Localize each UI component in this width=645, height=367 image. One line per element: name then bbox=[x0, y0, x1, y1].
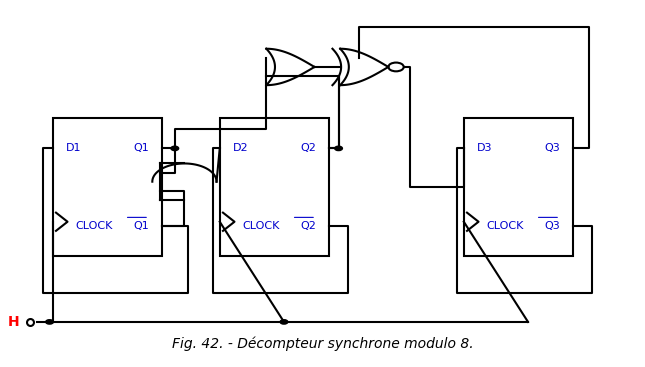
Text: Q2: Q2 bbox=[300, 143, 316, 153]
Circle shape bbox=[46, 320, 54, 324]
Text: Q3: Q3 bbox=[544, 143, 560, 153]
Text: Fig. 42. - Décompteur synchrone modulo 8.: Fig. 42. - Décompteur synchrone modulo 8… bbox=[172, 337, 473, 351]
Circle shape bbox=[280, 320, 288, 324]
Text: CLOCK: CLOCK bbox=[75, 221, 113, 231]
Circle shape bbox=[171, 146, 179, 150]
Text: Q3: Q3 bbox=[544, 221, 560, 231]
Bar bbox=[220, 118, 329, 256]
Text: D1: D1 bbox=[66, 143, 81, 153]
Text: D3: D3 bbox=[477, 143, 492, 153]
Text: Q1: Q1 bbox=[134, 221, 149, 231]
Text: CLOCK: CLOCK bbox=[243, 221, 279, 231]
Text: CLOCK: CLOCK bbox=[486, 221, 524, 231]
Text: H: H bbox=[8, 315, 19, 329]
Text: Q2: Q2 bbox=[300, 221, 316, 231]
Bar bbox=[464, 118, 573, 256]
Text: D2: D2 bbox=[233, 143, 248, 153]
Bar bbox=[53, 118, 162, 256]
Circle shape bbox=[335, 146, 342, 150]
Text: Q1: Q1 bbox=[134, 143, 149, 153]
